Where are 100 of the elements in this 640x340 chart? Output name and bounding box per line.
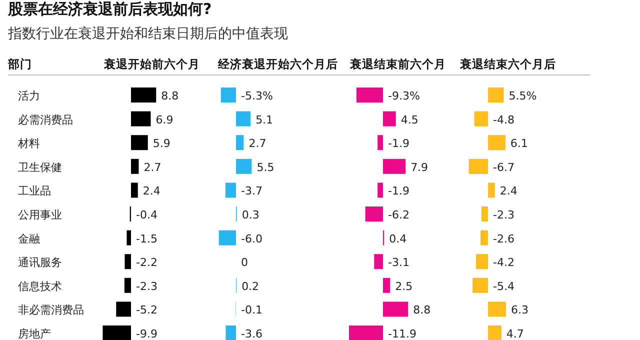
y-tick-label: 通讯服务 bbox=[18, 256, 62, 270]
bar bbox=[349, 326, 383, 340]
bar bbox=[481, 206, 488, 222]
text: 指数行业在衰退开始和结束日期后的中值表现 bbox=[7, 26, 288, 42]
data-label: -6.2 bbox=[388, 208, 410, 222]
bar bbox=[480, 230, 488, 246]
bar bbox=[378, 135, 383, 150]
bar bbox=[131, 88, 156, 102]
data-label: -6.0 bbox=[241, 232, 262, 246]
bar bbox=[488, 326, 502, 340]
data-label: -9.3% bbox=[388, 90, 420, 102]
data-label: 5.9 bbox=[152, 137, 170, 150]
data-label: 6.3 bbox=[511, 304, 528, 317]
y-tick-label: 信息技术 bbox=[18, 280, 62, 293]
data-label: -2.3 bbox=[493, 208, 514, 222]
bar bbox=[383, 302, 408, 317]
bar bbox=[488, 88, 504, 102]
bar bbox=[488, 182, 495, 198]
data-label: 8.8 bbox=[161, 90, 179, 102]
bar bbox=[131, 111, 151, 126]
bar bbox=[218, 230, 236, 246]
bar bbox=[488, 135, 506, 150]
bar bbox=[378, 182, 383, 198]
data-label: -11.9 bbox=[388, 328, 416, 340]
bar bbox=[374, 254, 383, 270]
data-label: -3.1 bbox=[388, 256, 410, 270]
bar bbox=[131, 182, 138, 198]
chart-title: 衰退开始前六个月 bbox=[103, 57, 200, 71]
data-label: -3.7 bbox=[241, 184, 262, 198]
bar bbox=[236, 111, 251, 126]
data-label: -0.1 bbox=[241, 304, 262, 317]
bar bbox=[131, 135, 148, 150]
data-label: 4.5 bbox=[400, 113, 418, 126]
bar bbox=[116, 302, 131, 317]
data-label: 4.7 bbox=[506, 328, 524, 340]
data-label: -5.2 bbox=[136, 304, 158, 317]
data-label: 2.5 bbox=[395, 280, 413, 293]
data-label: -3.6 bbox=[241, 328, 262, 340]
y-tick-label: 必需消费品 bbox=[18, 113, 73, 126]
bar bbox=[383, 278, 390, 293]
data-label: 0.4 bbox=[389, 232, 407, 246]
data-label: 5.1 bbox=[256, 113, 274, 126]
bar bbox=[468, 158, 488, 174]
bar bbox=[383, 158, 406, 174]
bar bbox=[356, 88, 383, 102]
bar bbox=[124, 278, 131, 293]
y-tick-label: 工业品 bbox=[18, 184, 51, 198]
data-label: 8.8 bbox=[413, 304, 431, 317]
data-label: 5.5% bbox=[508, 90, 537, 102]
bar bbox=[383, 111, 396, 126]
data-label: -2.6 bbox=[493, 232, 514, 246]
y-tick-label: 卫生保健 bbox=[18, 160, 62, 174]
data-label: -1.9 bbox=[388, 137, 410, 150]
bar bbox=[126, 230, 131, 246]
bar bbox=[476, 254, 488, 270]
bar bbox=[488, 302, 506, 317]
y-axis-title: 部门 bbox=[7, 57, 32, 71]
bar bbox=[472, 278, 488, 293]
y-tick-label: 材料 bbox=[17, 137, 40, 150]
data-label: 2.4 bbox=[500, 184, 518, 198]
data-label: 2.4 bbox=[142, 184, 160, 198]
chart-title: 衰退结束前六个月 bbox=[349, 57, 446, 71]
bar bbox=[124, 254, 131, 270]
data-label: -4.8 bbox=[493, 113, 514, 126]
data-label: 5.5 bbox=[256, 160, 274, 174]
y-tick-label: 公用事业 bbox=[18, 208, 62, 222]
y-tick-label: 活力 bbox=[18, 90, 40, 102]
data-label: -4.2 bbox=[493, 256, 514, 270]
y-tick-label: 非必需消费品 bbox=[18, 304, 84, 317]
data-label: -1.5 bbox=[136, 232, 158, 246]
text: 经济衰退开始六个月后 bbox=[217, 57, 338, 71]
data-label: -2.2 bbox=[136, 256, 158, 270]
bar bbox=[236, 158, 252, 174]
bar bbox=[102, 326, 131, 340]
data-label: -5.3% bbox=[241, 90, 273, 102]
data-label: -2.3 bbox=[136, 280, 158, 293]
data-label: -1.9 bbox=[388, 184, 410, 198]
y-tick-label: 金融 bbox=[18, 232, 40, 246]
data-label: 2.7 bbox=[248, 137, 266, 150]
data-label: -0.4 bbox=[136, 208, 158, 222]
text: 股票在经济衰退前后表现如何? bbox=[7, 0, 212, 18]
data-label: 0 bbox=[241, 256, 248, 270]
y-tick-label: 房地产 bbox=[18, 328, 51, 340]
bar bbox=[365, 206, 383, 222]
data-label: -5.4 bbox=[493, 280, 514, 293]
chart-title: 衰退结束六个月后 bbox=[459, 57, 556, 71]
bar bbox=[236, 135, 244, 150]
bar bbox=[474, 111, 488, 126]
data-label: -6.7 bbox=[493, 160, 514, 174]
bar bbox=[225, 182, 236, 198]
data-label: -9.9 bbox=[136, 328, 158, 340]
bar bbox=[220, 88, 236, 102]
bar bbox=[226, 326, 236, 340]
data-label: 2.7 bbox=[144, 160, 162, 174]
bar bbox=[131, 158, 139, 174]
data-label: 0.3 bbox=[242, 208, 260, 222]
data-label: 6.1 bbox=[510, 137, 528, 150]
data-label: 7.9 bbox=[410, 160, 428, 174]
data-label: 0.2 bbox=[242, 280, 260, 293]
data-label: 6.9 bbox=[156, 113, 174, 126]
